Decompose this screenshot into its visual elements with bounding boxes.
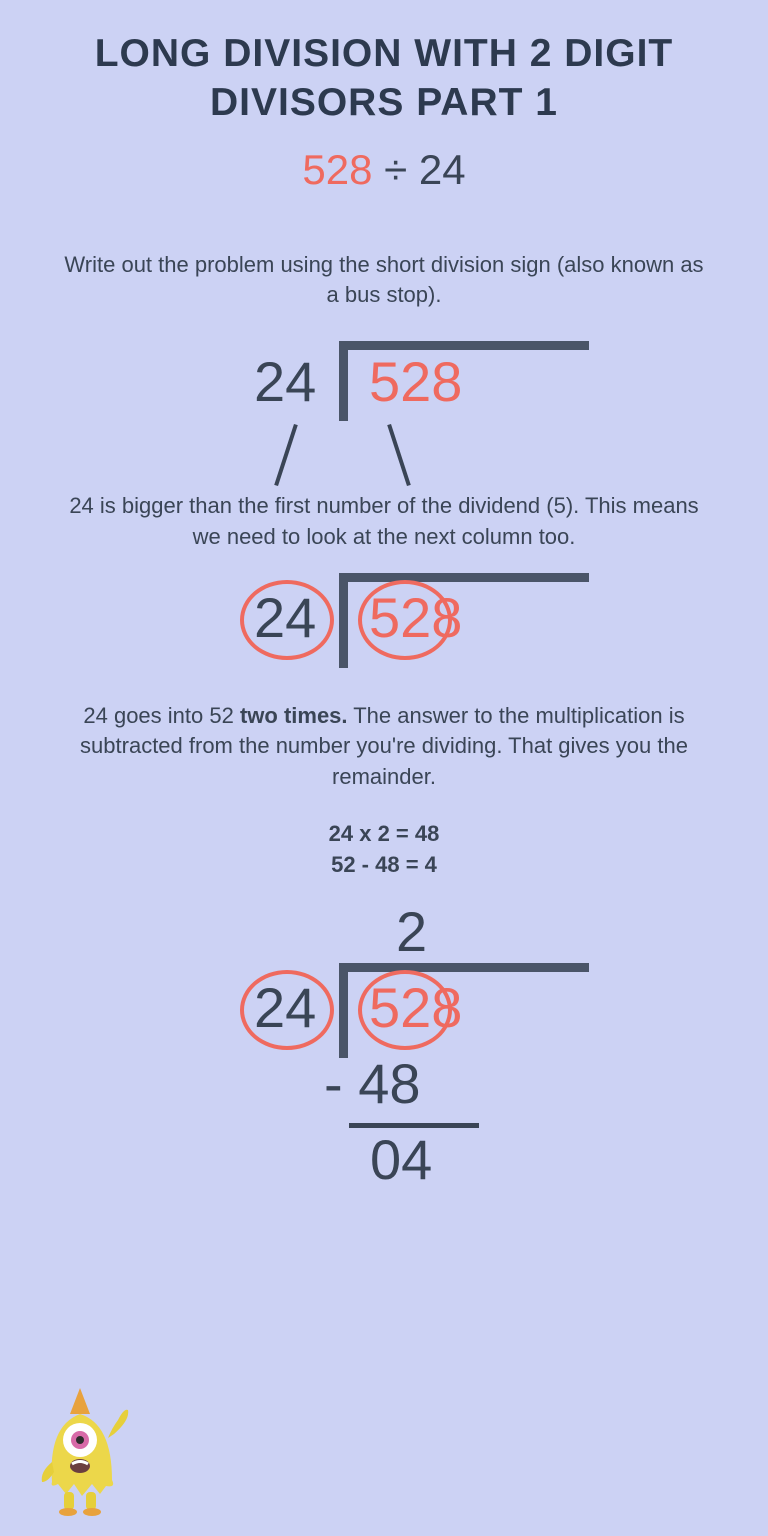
diagram-3: 2 24 528 - 48 04	[174, 899, 594, 1219]
step3bold: two times.	[240, 703, 348, 728]
page-title: LONG DIVISION WITH 2 DIGIT DIVISORS PART…	[0, 0, 768, 138]
d2-bracket-top	[339, 573, 589, 582]
slash-right	[387, 424, 411, 486]
d3-remainder: 04	[370, 1127, 432, 1192]
equation-op: ÷	[372, 146, 418, 193]
diagram-2: 24 528	[174, 571, 594, 681]
d2-circle-divisor	[240, 580, 334, 660]
equation-divisor: 24	[419, 146, 466, 193]
d1-dividend: 528	[369, 349, 462, 414]
d3-bracket-vertical	[339, 963, 348, 1058]
d2-bracket-vertical	[339, 573, 348, 668]
step3-text: 24 goes into 52 two times. The answer to…	[0, 701, 768, 793]
main-equation: 528 ÷ 24	[0, 146, 768, 194]
d3-circle-divisor	[240, 970, 334, 1050]
d3-subtract: - 48	[324, 1051, 421, 1116]
diagram-1: 24 528	[174, 331, 594, 491]
d3-bracket-top	[339, 963, 589, 972]
d2-circle-52	[358, 580, 452, 660]
bracket-vertical	[339, 341, 348, 421]
mascot-icon	[30, 1386, 140, 1516]
step2-text: 24 is bigger than the first number of th…	[0, 491, 768, 553]
calc-line-1: 24 x 2 = 48	[0, 819, 768, 850]
d1-divisor: 24	[254, 349, 316, 414]
step1-text: Write out the problem using the short di…	[0, 250, 768, 312]
slash-left	[274, 424, 298, 486]
d3-circle-52	[358, 970, 452, 1050]
equation-dividend: 528	[302, 146, 372, 193]
calc-line-2: 52 - 48 = 4	[0, 850, 768, 881]
d3-quotient: 2	[396, 899, 427, 964]
step3a: 24 goes into 52	[83, 703, 240, 728]
